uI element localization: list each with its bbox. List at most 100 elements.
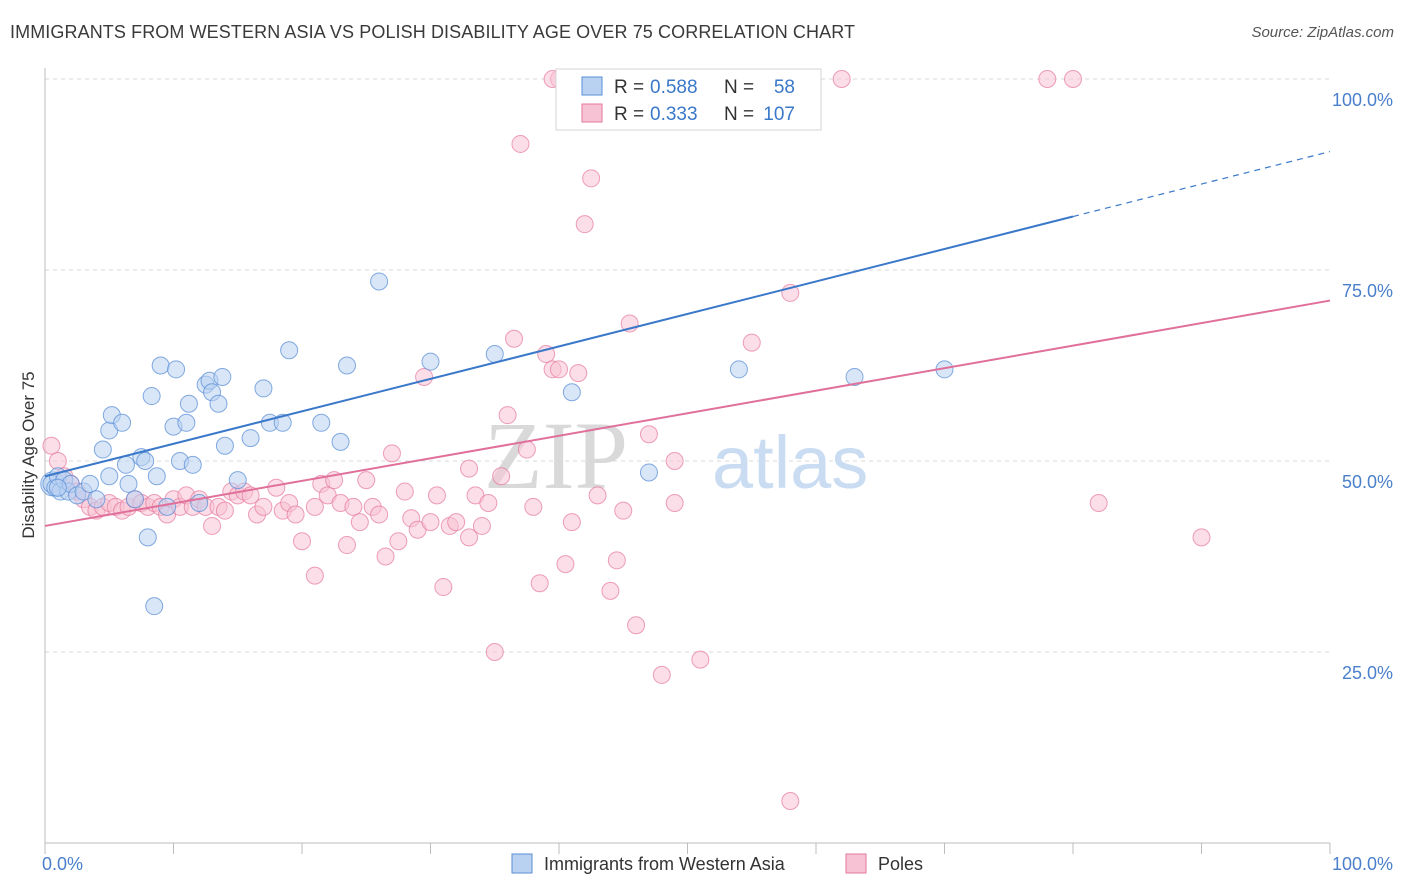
western-asia-point: [80, 474, 99, 493]
bottom-legend-swatch-poles: [845, 853, 867, 874]
western-asia-point: [228, 471, 247, 490]
poles-point: [524, 497, 543, 516]
poles-point: [639, 425, 658, 444]
western-asia-point: [370, 272, 389, 291]
poles-point: [344, 497, 363, 516]
bottom-legend: Immigrants from Western Asia Poles: [511, 853, 923, 874]
poles-point: [781, 791, 800, 810]
y-axis-label: Disability Age Over 75: [19, 371, 38, 538]
grid-lines: [45, 78, 1330, 653]
poles-point: [569, 364, 588, 383]
legend-n-label-western-asia: N =: [724, 77, 754, 98]
y-tick-label: 50.0%: [1342, 472, 1393, 492]
poles-point: [492, 467, 511, 486]
western-asia-point: [562, 383, 581, 402]
source-credit: Source: ZipAtlas.com: [1251, 24, 1394, 41]
poles-point: [389, 532, 408, 551]
western-asia-point: [421, 352, 440, 371]
poles-point: [293, 532, 311, 551]
trend-lines: [44, 150, 1331, 527]
poles-point: [588, 486, 607, 505]
western-asia-point: [142, 387, 161, 406]
poles-point: [427, 486, 446, 505]
western-asia-point: [241, 429, 260, 448]
poles-point: [215, 501, 234, 520]
poles-point: [742, 333, 761, 352]
poles-point: [505, 329, 524, 348]
western-asia-point: [337, 356, 356, 375]
western-asia-point: [145, 597, 164, 616]
y-tick-labels: 25.0% 50.0% 75.0% 100.0%: [1332, 90, 1393, 683]
bottom-legend-swatch-western-asia: [511, 853, 533, 874]
western-asia-point: [116, 455, 135, 474]
poles-point: [832, 70, 851, 88]
western-asia-point: [93, 440, 112, 459]
western-asia-point: [312, 413, 331, 432]
legend-swatch-poles: [581, 103, 603, 123]
western-asia-point: [273, 413, 292, 432]
poles-point: [267, 478, 286, 497]
x-tick-label-max: 100.0%: [1332, 854, 1393, 874]
legend-r-value-western-asia: 0.588: [650, 77, 698, 98]
legend-r-label-poles: R =: [614, 104, 644, 125]
western-asia-point: [213, 367, 232, 386]
poles-point: [607, 551, 626, 570]
western-asia-point: [729, 360, 748, 379]
poles-point: [1038, 70, 1057, 88]
western-asia-trend-line: [44, 215, 1074, 478]
poles-point: [376, 547, 395, 566]
legend-n-value-poles: 107: [763, 104, 795, 125]
watermark: ZIP atlas: [484, 402, 868, 509]
bottom-legend-label-western-asia: Immigrants from Western Asia: [544, 854, 786, 874]
legend-r-label-western-asia: R =: [614, 77, 644, 98]
poles-point: [575, 215, 594, 234]
poles-point: [479, 494, 498, 513]
western-asia-point: [167, 360, 186, 379]
poles-point: [305, 566, 324, 585]
poles-point: [691, 650, 710, 669]
western-asia-point: [48, 478, 67, 497]
western-asia-point: [100, 467, 119, 486]
western-asia-point: [136, 452, 155, 470]
western-asia-point: [639, 463, 658, 482]
poles-point: [614, 501, 633, 520]
poles-point: [1192, 528, 1211, 547]
poles-point: [517, 440, 536, 459]
legend-r-value-poles: 0.333: [650, 104, 698, 125]
x-tick-label-min: 0.0%: [42, 854, 83, 874]
axes: [44, 68, 1331, 854]
western-asia-point: [125, 490, 144, 509]
western-asia-point: [151, 356, 170, 375]
top-legend: R = 0.588 N = 58 R = 0.333 N = 107: [555, 68, 822, 131]
watermark-atlas: atlas: [712, 421, 868, 504]
y-tick-label: 25.0%: [1342, 663, 1393, 683]
legend-swatch-western-asia: [581, 76, 603, 96]
legend-n-value-western-asia: 58: [774, 77, 795, 98]
western-asia-point: [485, 345, 504, 364]
y-tick-label: 75.0%: [1342, 281, 1393, 301]
poles-point: [665, 452, 684, 470]
western-asia-point: [138, 528, 157, 547]
western-asia-point: [87, 490, 106, 509]
poles-point: [665, 494, 684, 513]
poles-point: [511, 134, 530, 153]
poles-point: [530, 574, 549, 593]
poles-point: [42, 436, 61, 455]
western-asia-point: [183, 455, 202, 474]
western-asia-point: [215, 436, 234, 455]
western-asia-point: [158, 497, 177, 516]
poles-point: [434, 578, 453, 597]
western-asia-point: [331, 432, 350, 451]
poles-point: [498, 406, 517, 425]
poles-point: [48, 452, 67, 470]
poles-point: [460, 528, 479, 547]
poles-point: [337, 536, 356, 555]
poles-point: [1089, 494, 1108, 513]
western-asia-point: [209, 394, 228, 413]
poles-point: [254, 497, 273, 516]
poles-trend-line: [44, 299, 1331, 527]
y-tick-label: 100.0%: [1332, 90, 1393, 110]
poles-point: [582, 169, 601, 188]
poles-point: [382, 444, 401, 463]
poles-point: [370, 505, 389, 524]
